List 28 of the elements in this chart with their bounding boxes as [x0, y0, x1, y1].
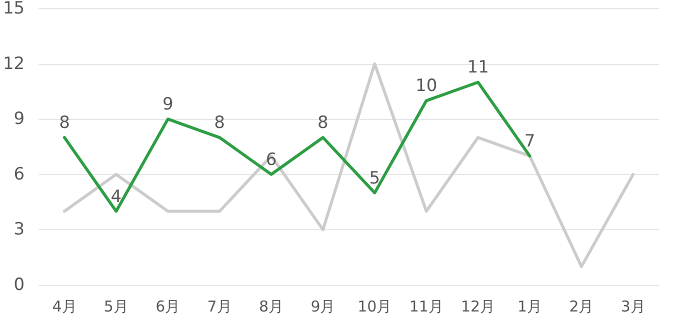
y-tick-label: 6: [14, 164, 25, 184]
data-label: 8: [214, 113, 225, 134]
x-tick-label: 8月: [258, 298, 284, 316]
x-tick-label: 7月: [207, 298, 232, 316]
data-label: 4: [110, 186, 122, 207]
data-label: 8: [318, 113, 328, 134]
y-tick-label: 9: [14, 109, 25, 130]
y-tick-label: 0: [14, 275, 25, 295]
x-tick-label: 11月: [409, 298, 444, 316]
y-tick-label: 12: [2, 54, 25, 74]
data-label: 7: [524, 131, 536, 152]
x-tick-label: 1月: [517, 298, 542, 316]
data-label: 9: [162, 94, 174, 115]
x-tick-label: 12月: [461, 298, 496, 316]
data-label: 8: [59, 113, 70, 134]
data-label: 6: [266, 150, 277, 170]
data-label: 11: [467, 58, 489, 78]
x-tick-label: 4月: [52, 298, 77, 316]
x-tick-label: 10月: [358, 298, 392, 316]
x-tick-label: 9月: [310, 298, 336, 316]
data-label: 10: [416, 76, 438, 96]
x-tick-label: 5月: [104, 298, 128, 316]
y-tick-label: 15: [2, 0, 25, 18]
x-tick-label: 3月: [620, 298, 646, 316]
x-tick-label: 6月: [156, 298, 180, 316]
data-label: 5: [369, 168, 380, 188]
y-tick-label: 3: [14, 220, 25, 240]
x-tick-label: 2月: [569, 298, 594, 316]
